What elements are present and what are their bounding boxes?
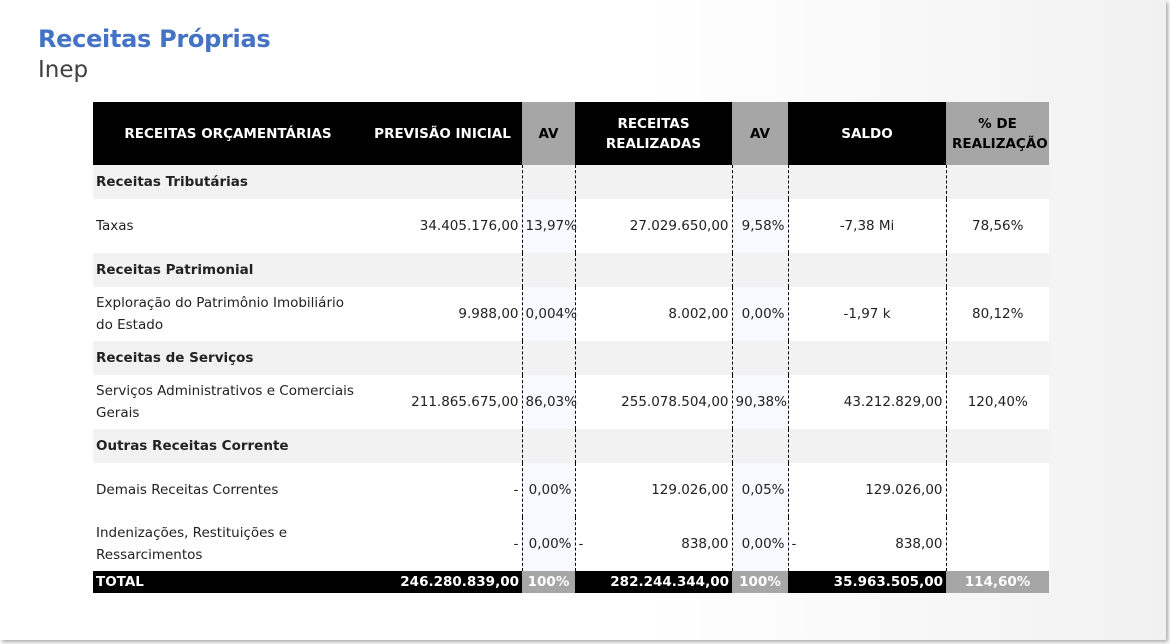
group-label: Receitas Tributárias	[93, 165, 363, 199]
av2-cell: 90,38%	[731, 375, 789, 429]
saldo-cell: - 838,00	[788, 517, 946, 571]
table-row: Exploração do Patrimônio Imobiliário do …	[93, 287, 1049, 341]
realizacao-cell: 80,12%	[945, 287, 1049, 341]
total-saldo: 35.963.505,00	[788, 571, 946, 593]
realizadas-value: 838,00	[681, 536, 729, 552]
group-row: Receitas Tributárias	[93, 165, 1049, 199]
total-av1: 100%	[522, 571, 575, 593]
saldo-cell: 43.212.829,00	[788, 375, 946, 429]
table-row: Serviços Administrativos e Comerciais Ge…	[93, 375, 1049, 429]
previsao-cell: -	[363, 463, 522, 517]
saldo-cell: -7,38 Mi	[788, 199, 946, 253]
header-previsao-inicial: PREVISÃO INICIAL	[363, 102, 522, 165]
realizacao-cell: 78,56%	[945, 199, 1049, 253]
realizacao-cell	[945, 463, 1049, 517]
previsao-cell: 211.865.675,00	[363, 375, 522, 429]
row-label: Taxas	[93, 199, 363, 253]
saldo-lead-dash: -	[791, 536, 797, 552]
total-realizadas: 282.244.344,00	[575, 571, 732, 593]
page-title: Receitas Próprias	[38, 25, 271, 53]
previsao-cell: -	[363, 517, 522, 571]
header-saldo: SALDO	[788, 102, 946, 165]
realizacao-cell: 120,40%	[945, 375, 1049, 429]
group-row: Outras Receitas Corrente	[93, 429, 1049, 463]
total-realizacao: 114,60%	[946, 571, 1049, 593]
realizadas-cell: - 838,00	[575, 517, 732, 571]
table-header-row: RECEITAS ORÇAMENTÁRIAS PREVISÃO INICIAL …	[93, 102, 1049, 165]
realizadas-cell: 27.029.650,00	[575, 199, 732, 253]
group-row: Receitas Patrimonial	[93, 253, 1049, 287]
realizadas-lead-dash: -	[578, 536, 584, 552]
av1-cell: 0,00%	[521, 463, 576, 517]
header-av-2: AV	[732, 102, 788, 165]
av2-cell: 0,00%	[731, 517, 789, 571]
av2-cell: 0,00%	[731, 287, 789, 341]
row-label: Serviços Administrativos e Comerciais Ge…	[93, 375, 363, 429]
table-row: Indenizações, Restituições e Ressarcimen…	[93, 517, 1049, 571]
header-receitas-orcamentarias: RECEITAS ORÇAMENTÁRIAS	[93, 102, 363, 165]
av2-cell: 9,58%	[731, 199, 789, 253]
header-receitas-realizadas: RECEITAS REALIZADAS	[575, 102, 732, 165]
header-av-1: AV	[522, 102, 575, 165]
table-row: Demais Receitas Correntes - 0,00% 129.02…	[93, 463, 1049, 517]
previsao-cell: 34.405.176,00	[363, 199, 522, 253]
total-av2: 100%	[732, 571, 788, 593]
row-label: Demais Receitas Correntes	[93, 463, 363, 517]
row-label: Exploração do Patrimônio Imobiliário do …	[93, 287, 363, 341]
saldo-cell: 129.026,00	[788, 463, 946, 517]
group-label: Receitas de Serviços	[93, 341, 363, 375]
table-row: Taxas 34.405.176,00 13,97% 27.029.650,00…	[93, 199, 1049, 253]
page-subtitle: Inep	[38, 57, 89, 83]
total-previsao: 246.280.839,00	[363, 571, 522, 593]
group-label: Outras Receitas Corrente	[93, 429, 363, 463]
saldo-cell: -1,97 k	[788, 287, 946, 341]
realizadas-cell: 129.026,00	[575, 463, 732, 517]
total-label: TOTAL	[93, 571, 363, 593]
group-label: Receitas Patrimonial	[93, 253, 363, 287]
av1-cell: 0,00%	[521, 517, 576, 571]
av1-cell: 13,97%	[521, 199, 577, 253]
total-row: TOTAL 246.280.839,00 100% 282.244.344,00…	[93, 571, 1049, 593]
av1-cell: 0,004%	[521, 287, 577, 341]
row-label: Indenizações, Restituições e Ressarcimen…	[93, 517, 363, 571]
realizadas-cell: 8.002,00	[575, 287, 732, 341]
av1-cell: 86,03%	[521, 375, 577, 429]
revenue-table: RECEITAS ORÇAMENTÁRIAS PREVISÃO INICIAL …	[93, 102, 1049, 593]
realizacao-cell	[945, 517, 1049, 571]
saldo-value: 838,00	[895, 536, 943, 552]
group-row: Receitas de Serviços	[93, 341, 1049, 375]
previsao-cell: 9.988,00	[363, 287, 522, 341]
header-percent-realizacao: % DE REALIZAÇÃO	[946, 102, 1049, 165]
realizadas-cell: 255.078.504,00	[575, 375, 732, 429]
av2-cell: 0,05%	[731, 463, 789, 517]
